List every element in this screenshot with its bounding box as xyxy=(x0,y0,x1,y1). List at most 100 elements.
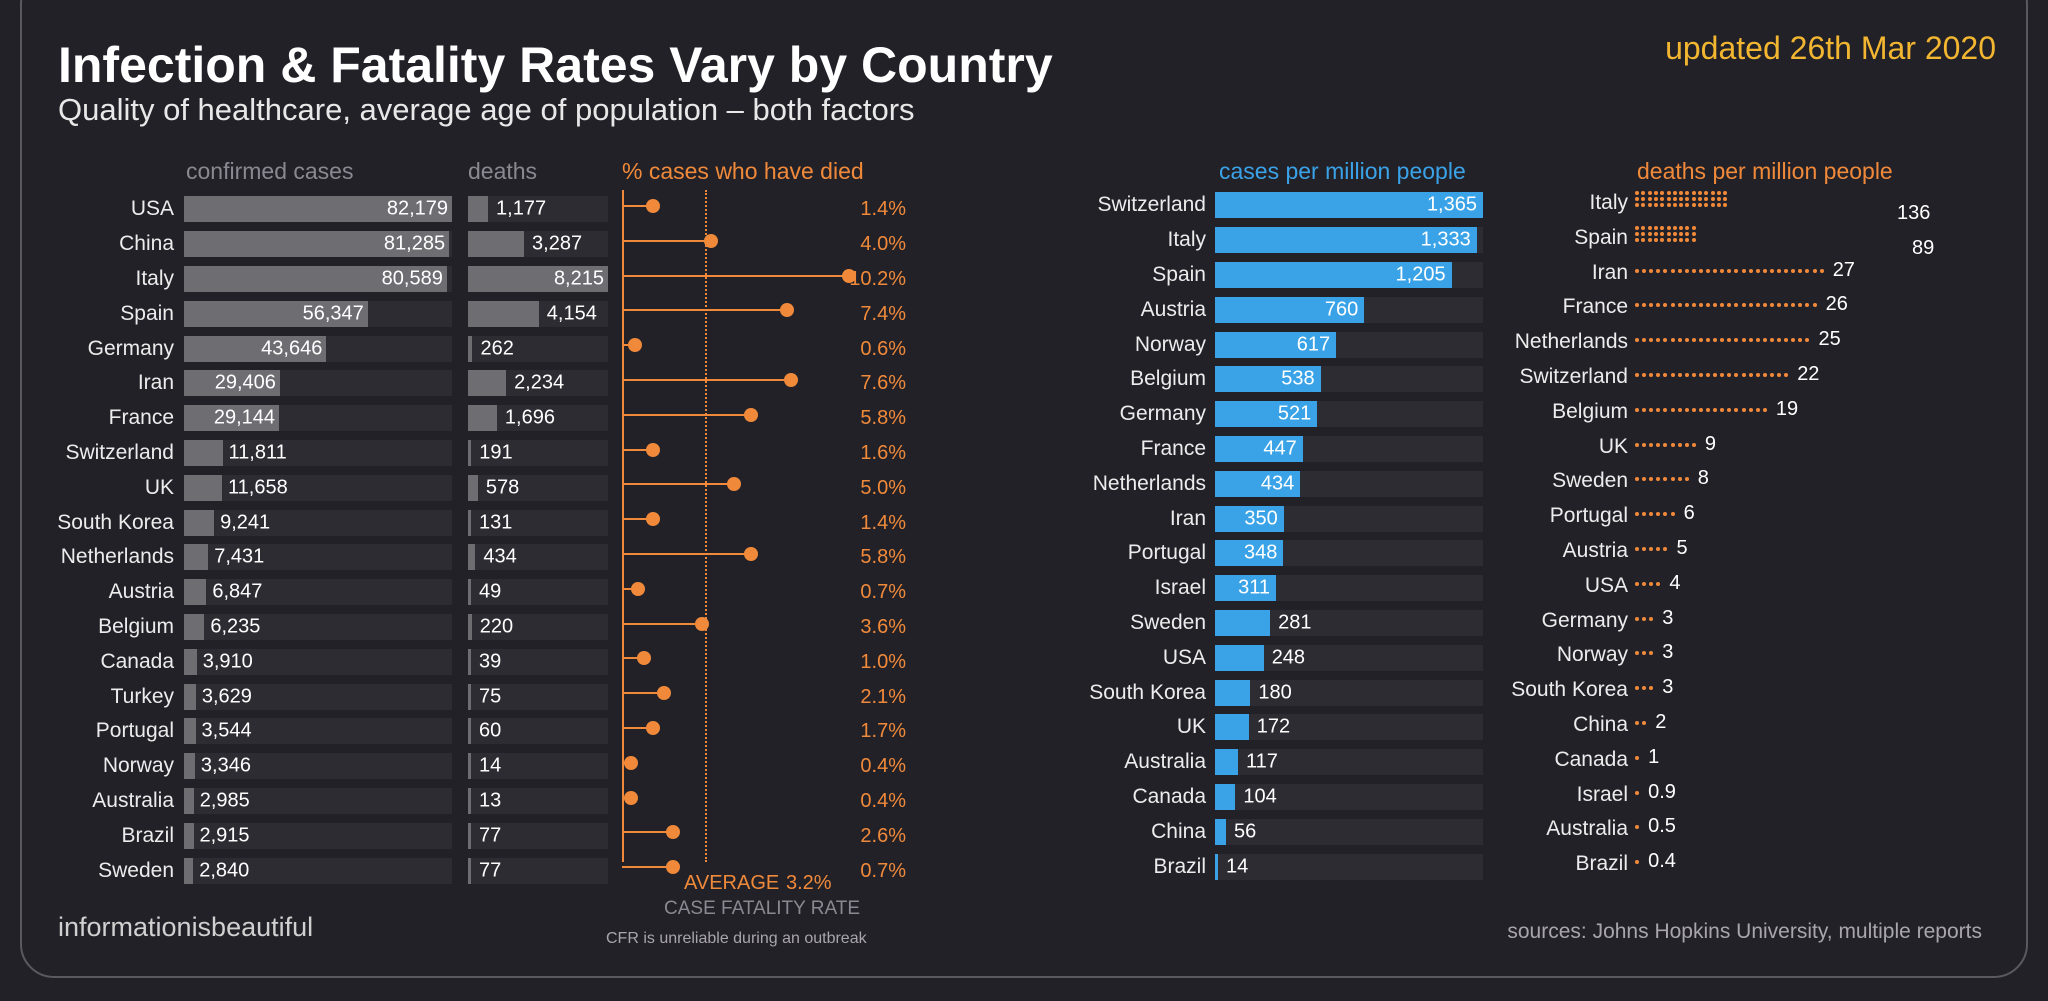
cfr-stem-iran xyxy=(622,379,792,381)
country-label-brazil: Brazil xyxy=(121,823,174,847)
death-dot xyxy=(1635,790,1639,795)
death-dot xyxy=(1741,303,1746,308)
death-dot xyxy=(1642,268,1647,273)
header-cases-per-million: cases per million people xyxy=(1219,158,1466,184)
death-dot xyxy=(1710,197,1715,201)
deaths-bar-brazil xyxy=(468,822,471,849)
death-dot xyxy=(1649,338,1654,343)
cases-track: 2,985 xyxy=(184,788,452,814)
cpm-track: 434 xyxy=(1215,470,1483,497)
cases-track: 3,629 xyxy=(184,683,452,710)
cpm-country-label-israel: Israel xyxy=(1154,576,1206,600)
death-dot xyxy=(1685,191,1690,195)
deaths-bar-south-korea xyxy=(468,509,471,536)
death-dot xyxy=(1723,203,1728,207)
cases-track: 80,589 xyxy=(184,266,452,292)
death-dot xyxy=(1691,191,1696,195)
country-label-italy: Italy xyxy=(135,267,174,290)
death-dot xyxy=(1698,373,1703,377)
death-dot xyxy=(1642,616,1647,621)
death-dot xyxy=(1649,581,1654,586)
death-dot xyxy=(1672,231,1677,236)
death-dot xyxy=(1666,191,1671,195)
death-dot xyxy=(1670,407,1675,412)
deaths-track: 14 xyxy=(468,753,608,780)
death-dot xyxy=(1741,338,1746,343)
cases-value-brazil: 2,915 xyxy=(199,824,250,847)
death-dot xyxy=(1642,686,1647,691)
death-dot xyxy=(1666,197,1671,201)
average-cfr-line xyxy=(705,190,707,862)
death-dot xyxy=(1819,268,1824,273)
case-fatality-rate-label: CASE FATALITY RATE xyxy=(664,898,861,919)
death-dot xyxy=(1635,616,1639,621)
death-dot xyxy=(1741,268,1746,273)
cpm-track: 521 xyxy=(1215,401,1483,428)
deaths-track: 1,696 xyxy=(468,405,608,432)
death-dot xyxy=(1713,407,1718,412)
deaths-value-belgium: 220 xyxy=(479,615,514,638)
cpm-track: 281 xyxy=(1215,610,1483,636)
death-dot xyxy=(1777,303,1781,308)
death-dot xyxy=(1762,268,1767,273)
death-dot xyxy=(1741,373,1746,377)
dpm-country-label-italy: Italy xyxy=(1589,191,1628,214)
cpm-track: 248 xyxy=(1215,644,1483,671)
deaths-bar-italy xyxy=(468,266,608,292)
cases-bar-portugal xyxy=(184,718,196,745)
cfr-dot-netherlands xyxy=(744,547,759,561)
cases-bar-turkey xyxy=(184,683,196,710)
death-dot xyxy=(1777,338,1781,343)
death-dot xyxy=(1720,338,1725,343)
death-dot xyxy=(1679,191,1684,195)
death-dot xyxy=(1647,231,1652,236)
death-dot xyxy=(1677,303,1682,308)
death-dot xyxy=(1748,303,1753,308)
deaths-track: 60 xyxy=(468,718,608,745)
death-dot xyxy=(1684,477,1689,482)
death-dot xyxy=(1698,268,1703,273)
death-dot xyxy=(1798,268,1803,273)
cpm-track: 350 xyxy=(1215,505,1483,532)
death-dot xyxy=(1684,303,1689,308)
dpm-country-label-usa: USA xyxy=(1584,573,1628,597)
death-dot xyxy=(1635,203,1639,207)
death-dot xyxy=(1649,547,1654,551)
dpm-value-switzerland: 22 xyxy=(1797,363,1820,385)
cases-bar-belgium xyxy=(184,614,205,640)
death-dot xyxy=(1706,338,1710,343)
death-dot xyxy=(1748,407,1753,412)
death-dot xyxy=(1691,197,1696,201)
deaths-value-france: 1,696 xyxy=(504,406,555,429)
death-dot xyxy=(1670,303,1675,308)
deaths-bar-netherlands xyxy=(468,544,476,571)
cpm-bar-norway xyxy=(1215,331,1337,358)
cases-bar-spain xyxy=(184,300,368,327)
deaths-value-iran: 2,234 xyxy=(514,371,565,394)
death-dot xyxy=(1755,373,1760,377)
death-dot xyxy=(1666,231,1671,236)
death-dot xyxy=(1642,547,1647,551)
death-dot xyxy=(1663,373,1668,377)
death-dot xyxy=(1679,225,1684,230)
cfr-stem-portugal xyxy=(622,727,654,729)
deaths-track: 1,177 xyxy=(468,196,608,223)
cpm-bar-netherlands xyxy=(1215,470,1301,497)
deaths-bar-sweden xyxy=(468,857,471,884)
cpm-track: 617 xyxy=(1215,331,1483,358)
death-dot xyxy=(1642,407,1647,412)
death-dot xyxy=(1713,303,1718,308)
death-dot xyxy=(1791,338,1796,343)
cpm-bar-sweden xyxy=(1215,610,1271,636)
death-dot xyxy=(1642,512,1647,517)
death-dot xyxy=(1656,338,1661,343)
dpm-value-uk: 9 xyxy=(1704,432,1717,455)
cases-value-italy: 80,589 xyxy=(381,267,443,290)
death-dot xyxy=(1684,442,1689,447)
death-dot xyxy=(1805,338,1810,343)
death-dot xyxy=(1649,268,1654,273)
cfr-value-australia: 0.4% xyxy=(860,790,906,812)
death-dot xyxy=(1663,303,1668,308)
cpm-track: 447 xyxy=(1215,436,1483,462)
death-dot xyxy=(1647,197,1652,201)
